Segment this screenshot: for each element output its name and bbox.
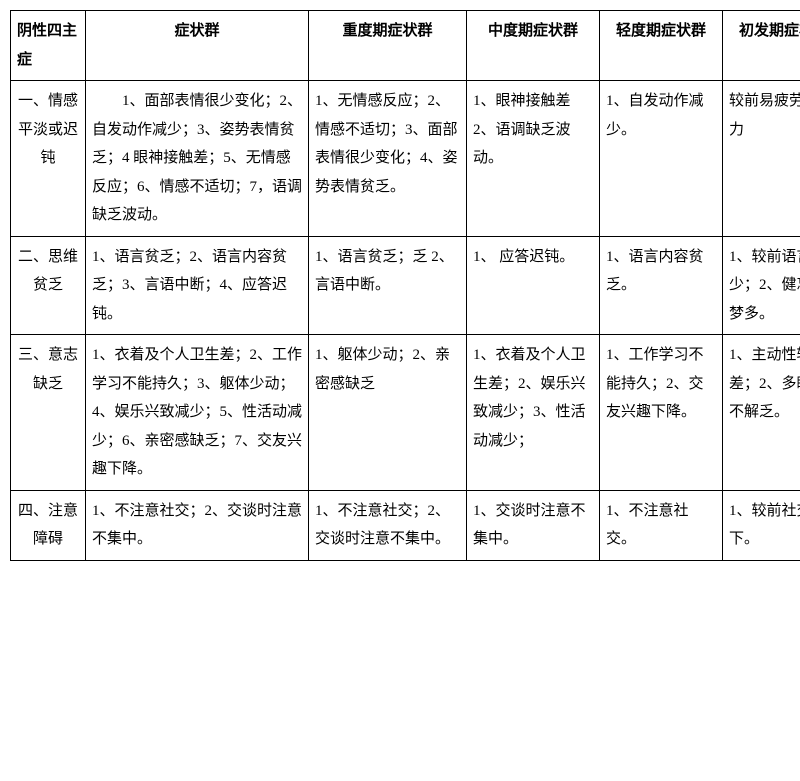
header-cell-severe: 重度期症状群 [309,11,467,81]
table-header-row: 阴性四主症 症状群 重度期症状群 中度期症状群 轻度期症状群 初发期症状群 [11,11,800,81]
header-cell-initial: 初发期症状群 [723,11,800,81]
row-symptoms: 1、不注意社交；2、交谈时注意不集中。 [86,490,309,560]
row-severe: 1、无情感反应；2、情感不适切；3、面部表情很少变化；4、姿势表情贫乏。 [309,81,467,237]
row-mild: 1、语言内容贫乏。 [600,236,723,335]
row-category: 四、注意障碍 [11,490,86,560]
row-initial: 1、较前社交低下。 [723,490,800,560]
symptom-table: 阴性四主症 症状群 重度期症状群 中度期症状群 轻度期症状群 初发期症状群 一、… [10,10,800,561]
row-symptoms: 1、衣着及个人卫生差；2、工作学习不能持久；3、躯体少动；4、娱乐兴致减少；5、… [86,335,309,491]
row-moderate: 1、衣着及个人卫生差；2、娱乐兴致减少；3、性活动减少； [467,335,600,491]
row-category: 二、思维贫乏 [11,236,86,335]
row-severe: 1、语言贫乏；乏 2、言语中断。 [309,236,467,335]
row-mild: 1、自发动作减少。 [600,81,723,237]
row-mild: 1、不注意社交。 [600,490,723,560]
table-row: 二、思维贫乏 1、语言贫乏；2、语言内容贫乏；3、言语中断；4、应答迟钝。 1、… [11,236,800,335]
row-moderate: 1、眼神接触差 2、语调缺乏波动。 [467,81,600,237]
header-cell-moderate: 中度期症状群 [467,11,600,81]
table-row: 四、注意障碍 1、不注意社交；2、交谈时注意不集中。 1、不注意社交；2、交谈时… [11,490,800,560]
row-category: 三、意志缺乏 [11,335,86,491]
row-initial: 1、主动性较前差；2、多睡且不解乏。 [723,335,800,491]
row-moderate: 1、交谈时注意不集中。 [467,490,600,560]
row-moderate: 1、 应答迟钝。 [467,236,600,335]
row-symptoms: 1、语言贫乏；2、语言内容贫乏；3、言语中断；4、应答迟钝。 [86,236,309,335]
header-cell-mild: 轻度期症状群 [600,11,723,81]
row-category: 一、情感平淡或迟钝 [11,81,86,237]
row-severe: 1、躯体少动；2、亲密感缺乏 [309,335,467,491]
row-severe: 1、不注意社交；2、交谈时注意不集中。 [309,490,467,560]
table-row: 一、情感平淡或迟钝 1、面部表情很少变化；2、自发动作减少；3、姿势表情贫乏；4… [11,81,800,237]
header-cell-symptoms: 症状群 [86,11,309,81]
header-cell-main: 阴性四主症 [11,11,86,81]
row-initial: 1、较前语言减少；2、健忘，梦多。 [723,236,800,335]
row-initial: 较前易疲劳，乏力 [723,81,800,237]
table-row: 三、意志缺乏 1、衣着及个人卫生差；2、工作学习不能持久；3、躯体少动；4、娱乐… [11,335,800,491]
row-mild: 1、工作学习不能持久；2、交友兴趣下降。 [600,335,723,491]
row-symptoms: 1、面部表情很少变化；2、自发动作减少；3、姿势表情贫乏；4 眼神接触差；5、无… [86,81,309,237]
